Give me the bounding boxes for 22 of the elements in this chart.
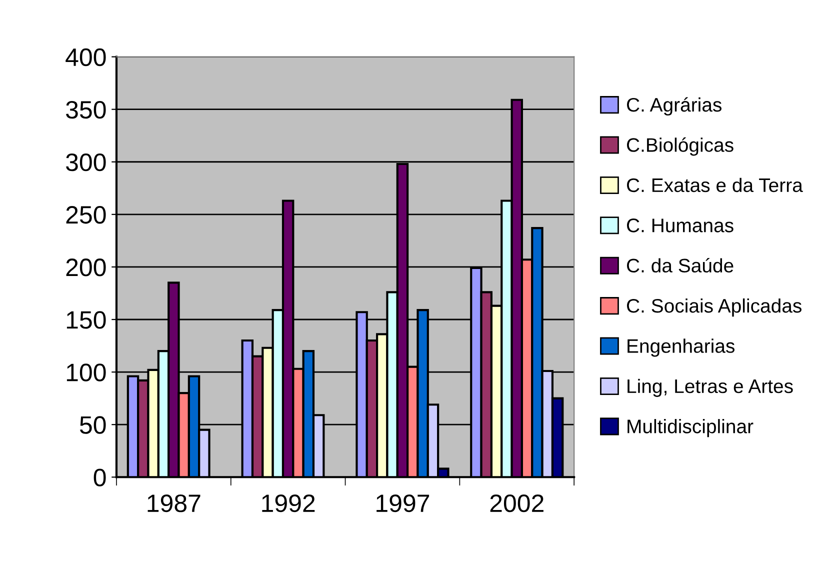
x-tick-label: 1992 — [262, 494, 315, 512]
y-tick-label: 350 — [66, 100, 106, 119]
legend-label: C. da Saúde — [626, 258, 734, 273]
y-tick-label: 100 — [66, 364, 106, 382]
x-tick-label: 1987 — [148, 494, 200, 512]
legend-label: C. Humanas — [626, 218, 734, 232]
y-tick-label: 150 — [66, 311, 106, 329]
legend-label: C.Biológicas — [626, 137, 734, 156]
y-tick-label: 250 — [66, 206, 106, 224]
y-tick-label: 400 — [66, 48, 106, 66]
legend-label: C. Agrárias — [626, 97, 722, 116]
legend-label: Engenharias — [628, 338, 734, 357]
x-tick-label: 2002 — [490, 494, 544, 512]
legend-label: C. Sociais Aplicadas — [626, 298, 802, 317]
legend-label: Multidisciplinar — [628, 419, 754, 438]
y-tick-label: 50 — [80, 416, 106, 434]
y-tick-label: 300 — [66, 153, 106, 172]
y-tick-label: 0 — [94, 468, 106, 486]
legend-label: C. Exatas e da Terra — [626, 178, 803, 192]
y-tick-label: 200 — [66, 258, 106, 276]
legend-label: Ling, Letras e Artes — [628, 378, 793, 397]
x-tick-label: 1997 — [376, 494, 430, 512]
